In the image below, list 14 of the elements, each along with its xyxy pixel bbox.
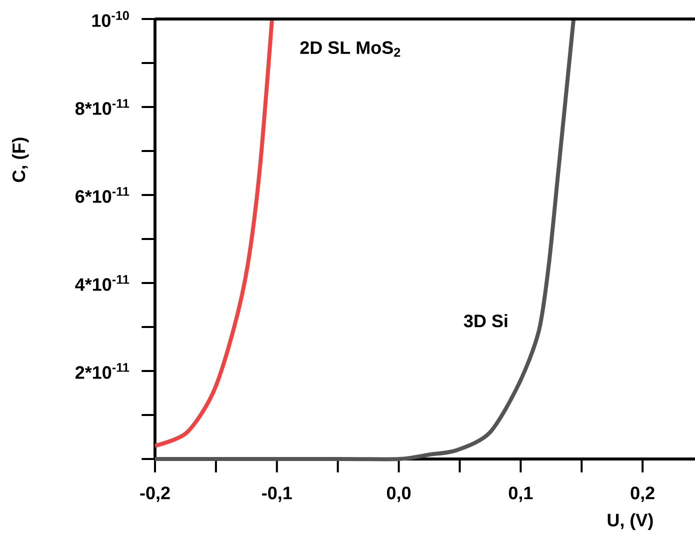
x-tick-label: 0,0 [386,486,411,502]
y-tick-label: 8*10$^{-11}$ [75,99,130,115]
x-tick-label: 0,2 [630,486,654,502]
x-tick-label: 0,1 [508,486,533,502]
x-tick-label: -0,1 [262,486,292,502]
x-axis-title: U, (V) [608,513,653,530]
series-label: 2D SL MoS$_{2}$ [300,41,400,57]
x-tick-label: -0,2 [140,486,170,502]
y-tick-label: 2*10$^{-11}$ [75,363,130,379]
y-axis-title: C, (F) [12,138,29,182]
y-tick-label: 4*10$^{-11}$ [75,275,130,291]
y-tick-label: 6*10$^{-11}$ [76,187,130,203]
series-label: 3D Si [464,314,508,328]
y-tick-label: 10$^{-10}$ [92,11,129,27]
